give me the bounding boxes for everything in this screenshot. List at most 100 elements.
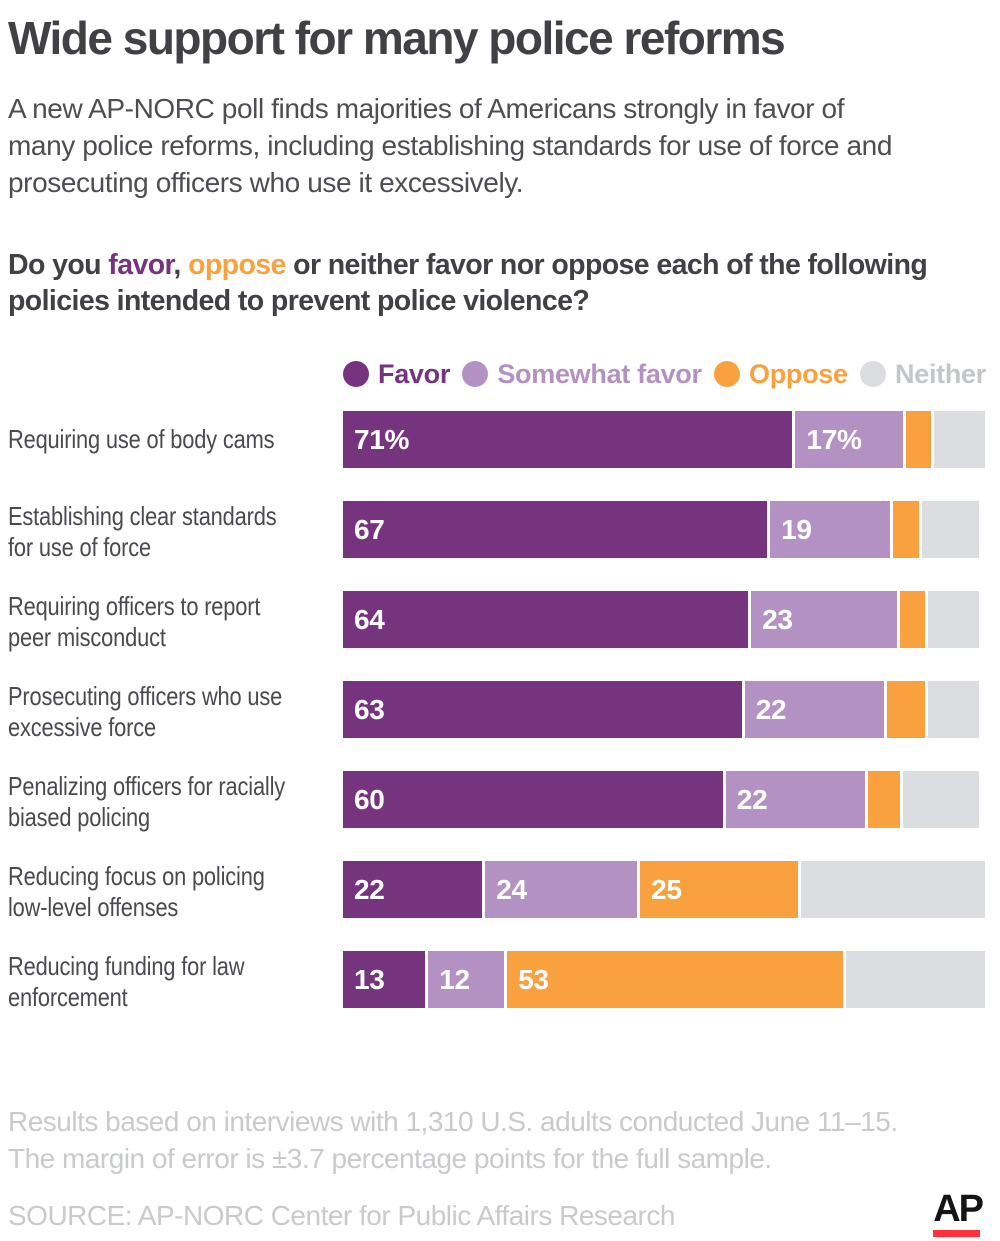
bar-segment-somewhat-favor: 23 xyxy=(751,591,897,648)
bar-segment-somewhat-favor: 24 xyxy=(485,861,638,918)
bar-category-label: Prosecuting officers who use excessive f… xyxy=(8,681,343,743)
ap-logo-text: AP xyxy=(933,1188,984,1230)
bar-segment-oppose: 25 xyxy=(640,861,799,918)
legend-item: Somewhat favor xyxy=(462,359,702,389)
bar-value-label: 17% xyxy=(806,423,862,455)
bar-track: 71% 17% xyxy=(343,411,986,468)
bar-segment-neither xyxy=(902,771,979,828)
bar-category-text: Requiring use of body cams xyxy=(8,424,275,454)
question-part: or neither favor nor oppose each of the … xyxy=(8,249,928,317)
page-title: Wide support for many police reforms xyxy=(8,12,786,64)
bar-segment-oppose xyxy=(893,501,919,558)
bar-value-label: 67 xyxy=(354,513,385,545)
legend-label: Oppose xyxy=(749,359,848,389)
question-part: , xyxy=(173,249,189,281)
bar-segment-favor: 22 xyxy=(343,861,483,918)
ap-logo: AP xyxy=(933,1188,986,1237)
bar-category-text: Requiring officers to report peer miscon… xyxy=(8,591,261,652)
bar-track: 13 12 53 xyxy=(343,951,986,1008)
legend: Favor Somewhat favor Oppose Neither xyxy=(343,359,986,389)
legend-swatch-icon xyxy=(860,361,887,387)
bar-value-label: 24 xyxy=(496,873,527,905)
ap-logo-underline xyxy=(933,1230,981,1237)
chart: Requiring use of body cams 71% 17% Establis… xyxy=(8,411,986,1041)
bar-value-label: 22 xyxy=(354,873,385,905)
bar-category-text: Reducing funding for law enforcement xyxy=(8,951,245,1012)
bar-segment-neither xyxy=(921,501,979,558)
legend-swatch-icon xyxy=(714,361,741,387)
bar-row: Establishing clear standards for use of … xyxy=(8,501,986,591)
bar-value-label: 53 xyxy=(518,963,549,995)
bar-category-label: Penalizing officers for racially biased … xyxy=(8,771,343,833)
bar-value-label: 71% xyxy=(354,423,410,455)
bar-value-label: 19 xyxy=(781,513,812,545)
bar-track: 64 23 xyxy=(343,591,986,648)
bar-category-text: Establishing clear standards for use of … xyxy=(8,501,277,562)
question-part: oppose xyxy=(188,249,286,281)
bar-segment-somewhat-favor: 22 xyxy=(744,681,885,738)
question-part: Do you xyxy=(8,249,109,281)
bar-category-text: Penalizing officers for racially biased … xyxy=(8,771,286,832)
bar-segment-somewhat-favor: 22 xyxy=(725,771,866,828)
bar-category-label: Requiring officers to report peer miscon… xyxy=(8,591,343,653)
legend-item: Favor xyxy=(343,359,450,389)
bar-segment-neither xyxy=(801,861,985,918)
bar-category-label: Establishing clear standards for use of … xyxy=(8,501,343,563)
legend-item: Oppose xyxy=(714,359,848,389)
bar-value-label: 22 xyxy=(736,783,768,815)
footnote-line-1: Results based on interviews with 1,310 U… xyxy=(8,1106,898,1137)
legend-swatch-icon xyxy=(343,361,369,387)
bar-segment-neither xyxy=(845,951,985,1008)
bar-segment-somewhat-favor: 19 xyxy=(770,501,891,558)
bar-track: 60 22 xyxy=(343,771,986,828)
bar-segment-favor: 67 xyxy=(343,501,768,558)
bar-segment-favor: 13 xyxy=(343,951,426,1008)
source-credit: SOURCE: AP-NORC Center for Public Affair… xyxy=(8,1200,675,1231)
bar-value-label: 64 xyxy=(354,603,385,635)
bar-category-label: Requiring use of body cams xyxy=(8,411,343,468)
bar-row: Reducing focus on policing low-level off… xyxy=(8,861,986,951)
bar-segment-somewhat-favor: 12 xyxy=(428,951,505,1008)
footnote-line-2: The margin of error is ±3.7 percentage p… xyxy=(8,1143,772,1174)
bar-row: Penalizing officers for racially biased … xyxy=(8,771,986,861)
legend-label: Somewhat favor xyxy=(497,359,702,389)
legend-item: Neither xyxy=(860,359,986,389)
bar-segment-favor: 71% xyxy=(343,411,793,468)
bar-segment-neither xyxy=(928,681,979,738)
bar-track: 22 24 25 xyxy=(343,861,986,918)
legend-label: Favor xyxy=(378,359,451,389)
bar-value-label: 60 xyxy=(354,783,385,815)
bar-segment-oppose: 53 xyxy=(507,951,843,1008)
source-row: SOURCE: AP-NORC Center for Public Affair… xyxy=(8,1188,986,1237)
footnote: Results based on interviews with 1,310 U… xyxy=(8,1103,986,1177)
bar-segment-neither xyxy=(934,411,985,468)
legend-label: Neither xyxy=(895,359,986,389)
bar-segment-favor: 63 xyxy=(343,681,742,738)
bar-segment-neither xyxy=(928,591,979,648)
bar-category-text: Reducing focus on policing low-level off… xyxy=(8,861,265,922)
bar-segment-somewhat-favor: 17% xyxy=(795,411,904,468)
bar-value-label: 63 xyxy=(354,693,385,725)
bar-row: Requiring officers to report peer miscon… xyxy=(8,591,986,681)
bar-segment-favor: 64 xyxy=(343,591,749,648)
bar-segment-oppose xyxy=(906,411,932,468)
question-part: favor xyxy=(108,249,174,281)
survey-question: Do you favor, oppose or neither favor no… xyxy=(8,247,986,319)
bar-segment-oppose xyxy=(899,591,925,648)
bar-segment-oppose xyxy=(887,681,925,738)
bar-value-label: 25 xyxy=(651,873,682,905)
bar-track: 67 19 xyxy=(343,501,986,558)
bar-value-label: 13 xyxy=(354,963,385,995)
bar-category-label: Reducing focus on policing low-level off… xyxy=(8,861,343,923)
bar-category-text: Prosecuting officers who use excessive f… xyxy=(8,681,283,742)
bar-row: Requiring use of body cams 71% 17% xyxy=(8,411,986,501)
bar-value-label: 22 xyxy=(755,693,787,725)
bar-row: Prosecuting officers who use excessive f… xyxy=(8,681,986,771)
bar-segment-favor: 60 xyxy=(343,771,723,828)
bar-value-label: 23 xyxy=(762,603,793,635)
legend-swatch-icon xyxy=(462,361,489,387)
bar-track: 63 22 xyxy=(343,681,986,738)
bar-value-label: 12 xyxy=(439,963,470,995)
bar-category-label: Reducing funding for law enforcement xyxy=(8,951,343,1013)
